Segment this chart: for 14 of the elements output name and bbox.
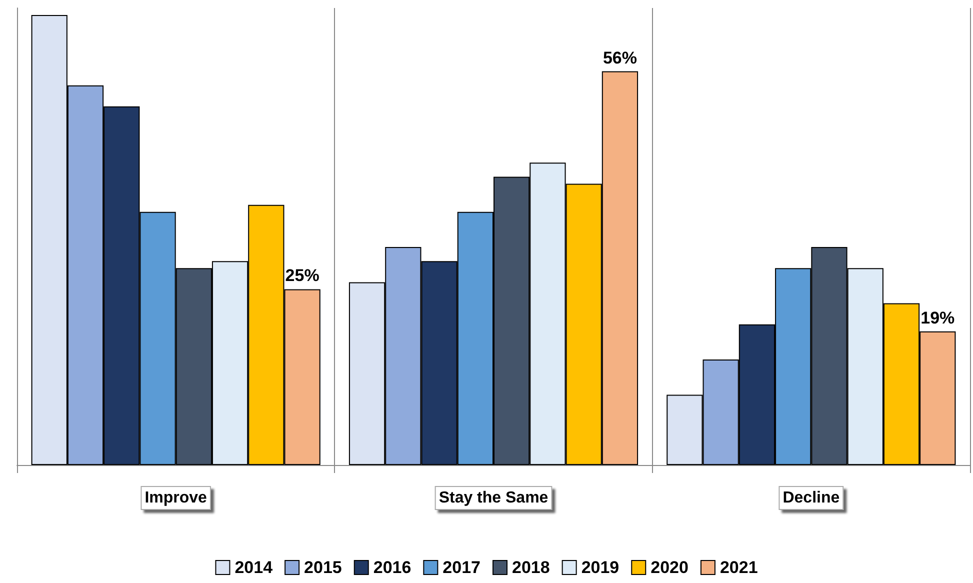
legend-label: 2020	[650, 558, 688, 577]
legend-label: 2016	[373, 558, 412, 577]
data-label: 56%	[602, 48, 637, 68]
legend-label: 2017	[442, 558, 481, 577]
legend-label: 2018	[512, 558, 550, 577]
x-tick-label: Decline	[782, 490, 840, 506]
x-tick-label: Stay the Same	[438, 490, 548, 506]
legend-label: 2019	[581, 558, 620, 577]
x-tick-label: Improve	[144, 490, 208, 506]
data-label: 25%	[285, 266, 320, 286]
legend-label: 2021	[720, 558, 758, 577]
legend-label: 2015	[304, 558, 342, 577]
data-label: 19%	[920, 308, 955, 328]
legend-label: 2014	[234, 558, 274, 577]
